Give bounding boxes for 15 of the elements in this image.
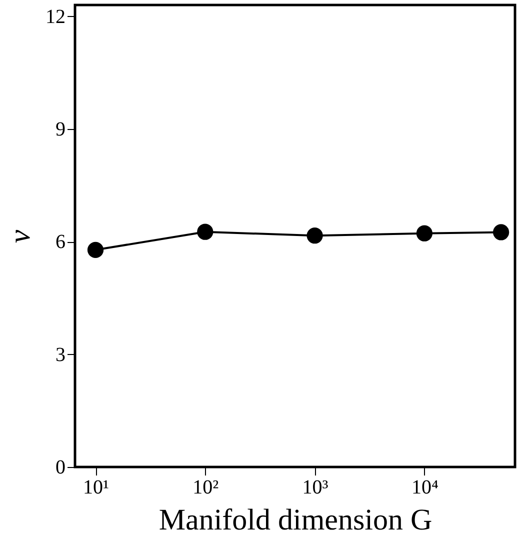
y-tick-label: 6 [56, 231, 66, 254]
x-tick-label: 10⁴ [411, 476, 438, 498]
y-tick-label: 9 [56, 118, 66, 140]
point [87, 242, 104, 258]
point [197, 224, 214, 240]
point [416, 225, 432, 242]
y-tick-label: 0 [56, 456, 66, 478]
point [306, 228, 323, 244]
y-tick-label: 12 [46, 6, 66, 28]
x-axis-title: Manifold dimension G [158, 504, 432, 536]
y-axis-title: ν [4, 229, 36, 244]
x-tick-label: 10¹ [83, 476, 110, 498]
x-tick-label: 10² [192, 476, 219, 498]
x-tick-label: 10³ [302, 476, 328, 498]
y-tick-label: 3 [56, 344, 66, 366]
